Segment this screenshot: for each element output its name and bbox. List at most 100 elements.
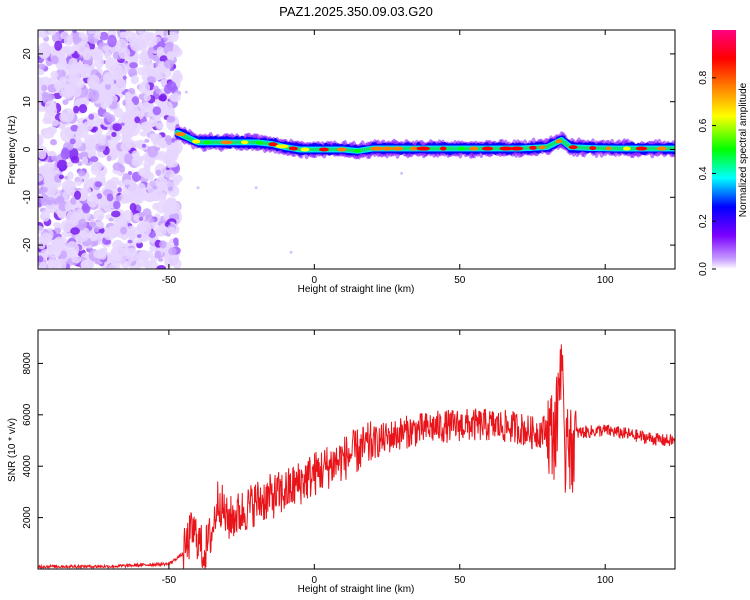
track-hotspot bbox=[410, 146, 418, 151]
noise-blob bbox=[87, 193, 99, 208]
noise-blob bbox=[91, 161, 103, 172]
track-hotspot bbox=[529, 145, 537, 150]
spectrogram-y-axis-label: Frequency (Hz) bbox=[7, 116, 18, 185]
noise-blob bbox=[145, 250, 154, 259]
noise-blob bbox=[157, 257, 164, 262]
noise-blob bbox=[89, 221, 97, 228]
snr-x-tick-label: -50 bbox=[162, 575, 177, 586]
noise-blob bbox=[53, 80, 64, 91]
noise-blob bbox=[38, 174, 44, 182]
noise-blob bbox=[50, 55, 59, 65]
noise-blob bbox=[144, 170, 152, 179]
noise-blob bbox=[99, 197, 108, 205]
noise-blob bbox=[97, 248, 107, 258]
noise-blob bbox=[70, 227, 80, 235]
track-hotspot bbox=[255, 140, 264, 145]
noise-blob bbox=[141, 143, 147, 148]
noise-blob bbox=[107, 34, 117, 48]
colorbar-tick-label: 0.0 bbox=[698, 262, 709, 276]
noise-blob bbox=[112, 123, 122, 132]
noise-blob bbox=[115, 38, 128, 53]
noise-blob bbox=[61, 83, 74, 99]
noise-blob bbox=[129, 203, 137, 212]
noise-blob bbox=[74, 208, 84, 220]
track-hotspot bbox=[381, 146, 393, 151]
snr-series-line bbox=[38, 344, 675, 569]
noise-blob bbox=[131, 150, 140, 159]
noise-blob bbox=[52, 258, 67, 269]
snr-y-tick-label: 6000 bbox=[22, 403, 33, 426]
noise-blob bbox=[88, 30, 98, 35]
noise-blob bbox=[159, 93, 167, 102]
scatter-dot bbox=[400, 171, 404, 175]
noise-blob bbox=[41, 84, 48, 92]
scatter-dot bbox=[254, 186, 258, 190]
noise-blob bbox=[96, 232, 103, 239]
noise-blob bbox=[67, 171, 74, 180]
track-hotspot bbox=[175, 132, 186, 137]
noise-blob bbox=[124, 100, 135, 113]
track-hotspot bbox=[353, 148, 361, 153]
track-hotspot bbox=[622, 146, 631, 151]
noise-blob bbox=[152, 106, 162, 116]
track-hotspot bbox=[555, 139, 562, 144]
noise-blob bbox=[62, 99, 69, 105]
noise-blob bbox=[161, 101, 174, 115]
noise-blob bbox=[113, 200, 121, 210]
noise-blob bbox=[106, 193, 114, 202]
noise-blob bbox=[44, 203, 57, 214]
noise-blob bbox=[90, 240, 97, 247]
noise-blob bbox=[152, 202, 160, 210]
noise-blob bbox=[78, 218, 88, 229]
spectrogram-y-tick-label: 20 bbox=[22, 48, 33, 60]
snr-x-axis-label: Height of straight line (km) bbox=[298, 584, 415, 595]
track-hotspot bbox=[288, 146, 298, 151]
noise-blob bbox=[148, 159, 155, 166]
noise-blob bbox=[82, 121, 94, 131]
spectrogram-noise-region bbox=[38, 30, 184, 269]
scatter-dot bbox=[196, 186, 200, 190]
noise-blob bbox=[150, 133, 163, 145]
noise-blob bbox=[142, 121, 153, 134]
noise-blob bbox=[63, 37, 74, 46]
colorbar-tick-label: 0.2 bbox=[698, 214, 709, 228]
noise-blob bbox=[74, 176, 83, 186]
track-hotspot bbox=[220, 140, 233, 145]
noise-blob bbox=[56, 159, 68, 172]
noise-blob bbox=[78, 32, 86, 39]
noise-blob bbox=[71, 255, 82, 264]
track-hotspot bbox=[240, 140, 249, 145]
noise-blob bbox=[159, 240, 167, 249]
noise-blob bbox=[126, 225, 136, 234]
noise-blob bbox=[70, 197, 77, 205]
noise-blob bbox=[138, 81, 151, 94]
snr-frame bbox=[37, 329, 676, 570]
noise-blob bbox=[119, 31, 127, 39]
noise-blob bbox=[77, 161, 83, 167]
noise-blob bbox=[51, 32, 63, 43]
track-hotspot bbox=[336, 147, 347, 152]
noise-blob bbox=[39, 261, 47, 269]
track-hotspot bbox=[319, 147, 329, 152]
track-hotspot bbox=[635, 146, 648, 151]
snr-x-tick-label: 0 bbox=[312, 575, 318, 586]
noise-blob bbox=[166, 159, 174, 168]
noise-blob bbox=[138, 211, 146, 218]
noise-blob bbox=[111, 131, 117, 138]
noise-blob bbox=[156, 264, 167, 269]
track-hotspot bbox=[268, 142, 278, 147]
noise-blob bbox=[154, 250, 162, 259]
noise-blob bbox=[129, 62, 138, 69]
noise-blob bbox=[140, 233, 149, 242]
noise-blob bbox=[78, 103, 88, 114]
noise-blob bbox=[60, 250, 68, 259]
noise-blob bbox=[47, 30, 57, 36]
noise-blob bbox=[138, 51, 150, 63]
noise-blob bbox=[46, 199, 54, 206]
noise-blob bbox=[120, 122, 125, 126]
spectrogram-x-tick-label: 100 bbox=[597, 275, 614, 286]
noise-blob bbox=[130, 39, 143, 52]
spectrogram-x-tick-label: 0 bbox=[312, 275, 318, 286]
spectrogram-y-tick-label: 10 bbox=[22, 96, 33, 108]
